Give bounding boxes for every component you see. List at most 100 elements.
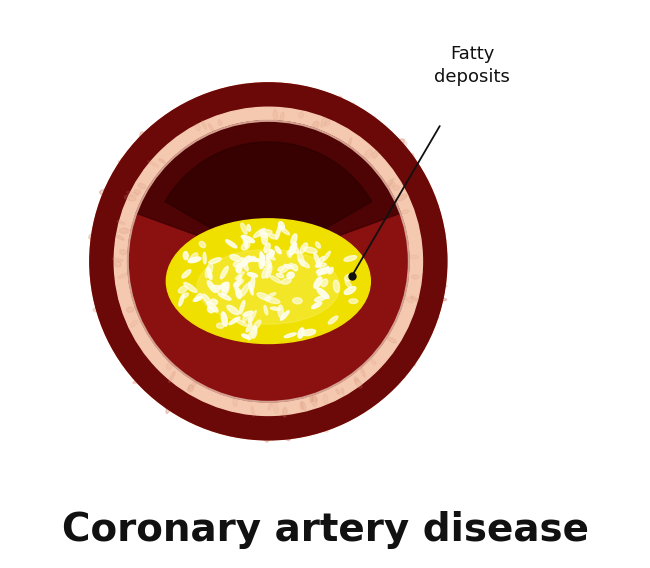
Ellipse shape [233,279,243,287]
Wedge shape [136,121,400,261]
Ellipse shape [396,194,407,201]
Ellipse shape [387,337,396,343]
Ellipse shape [220,266,228,279]
Ellipse shape [411,275,419,279]
Ellipse shape [185,111,195,123]
Ellipse shape [127,191,138,196]
Ellipse shape [164,379,174,387]
Circle shape [90,83,447,440]
Ellipse shape [99,189,118,196]
Ellipse shape [178,286,187,293]
Ellipse shape [156,137,164,148]
Ellipse shape [387,183,395,191]
Ellipse shape [298,252,304,266]
Ellipse shape [123,336,139,348]
Ellipse shape [206,419,214,427]
Ellipse shape [95,240,103,245]
Ellipse shape [203,252,206,264]
Ellipse shape [257,293,270,300]
Ellipse shape [194,99,201,114]
Ellipse shape [103,300,121,305]
Ellipse shape [333,280,339,293]
Ellipse shape [299,112,304,118]
Ellipse shape [323,251,330,261]
Ellipse shape [226,240,237,248]
Ellipse shape [270,249,274,257]
Ellipse shape [401,153,414,169]
Ellipse shape [236,289,242,299]
Ellipse shape [118,161,136,170]
Ellipse shape [416,306,430,311]
Ellipse shape [232,88,239,105]
Ellipse shape [240,416,247,432]
Ellipse shape [208,123,215,134]
Ellipse shape [361,114,368,124]
Ellipse shape [184,282,197,293]
Wedge shape [165,142,372,261]
Ellipse shape [116,185,129,189]
Ellipse shape [99,254,107,261]
Ellipse shape [265,297,280,303]
Ellipse shape [115,330,125,337]
Ellipse shape [109,194,117,202]
Ellipse shape [373,391,382,399]
Ellipse shape [348,392,355,401]
Ellipse shape [317,268,330,274]
Ellipse shape [278,305,283,318]
Ellipse shape [188,382,197,390]
Ellipse shape [172,123,179,130]
Ellipse shape [343,108,352,122]
Ellipse shape [103,273,120,278]
Ellipse shape [426,313,439,319]
Ellipse shape [138,157,151,168]
Ellipse shape [300,243,307,253]
Ellipse shape [177,115,183,126]
Ellipse shape [411,198,424,207]
Ellipse shape [242,83,250,98]
Text: Fatty
deposits: Fatty deposits [434,45,510,86]
Ellipse shape [388,139,404,149]
Ellipse shape [236,264,242,273]
Ellipse shape [414,312,428,319]
Ellipse shape [260,252,265,266]
Ellipse shape [349,299,358,303]
Ellipse shape [127,307,134,312]
Ellipse shape [404,352,415,366]
Ellipse shape [209,99,216,114]
Ellipse shape [194,294,202,301]
Ellipse shape [314,99,318,114]
Ellipse shape [214,408,220,419]
Ellipse shape [370,123,378,133]
Ellipse shape [371,127,384,143]
Ellipse shape [91,239,108,247]
Ellipse shape [372,151,378,158]
Ellipse shape [138,183,146,189]
Ellipse shape [424,258,441,263]
Ellipse shape [393,185,400,190]
Ellipse shape [302,329,316,336]
Ellipse shape [242,314,247,323]
Ellipse shape [120,228,129,233]
Ellipse shape [316,256,324,267]
Ellipse shape [234,415,240,431]
Ellipse shape [257,421,264,436]
Ellipse shape [262,265,270,278]
Ellipse shape [396,147,403,153]
Ellipse shape [112,329,125,340]
Ellipse shape [105,260,113,265]
Ellipse shape [355,379,362,388]
Ellipse shape [276,225,281,239]
Ellipse shape [190,253,198,262]
Ellipse shape [216,323,224,328]
Ellipse shape [172,392,185,406]
Ellipse shape [283,407,287,417]
Ellipse shape [188,385,194,392]
Ellipse shape [109,196,125,202]
Ellipse shape [281,424,287,437]
Ellipse shape [402,166,417,173]
Ellipse shape [106,314,117,319]
Ellipse shape [259,233,268,237]
Ellipse shape [244,240,248,248]
Ellipse shape [296,421,302,434]
Ellipse shape [249,258,259,261]
